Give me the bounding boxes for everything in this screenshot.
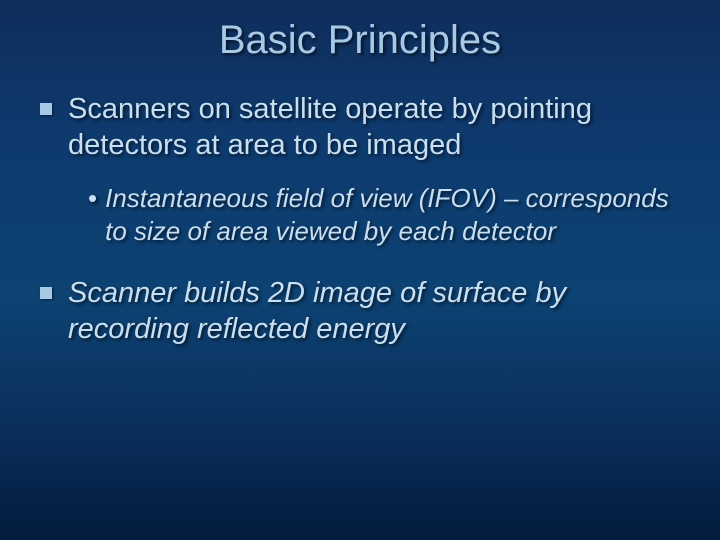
slide-container: Basic Principles Scanners on satellite o… [0, 0, 720, 540]
square-bullet-icon [40, 287, 52, 299]
bullet-text: Scanners on satellite operate by pointin… [68, 91, 680, 164]
square-bullet-icon [40, 103, 52, 115]
bullet-level2: • Instantaneous field of view (IFOV) – c… [88, 182, 680, 250]
slide-title: Basic Principles [40, 18, 680, 63]
sub-bullet-text: Instantaneous field of view (IFOV) – cor… [105, 182, 680, 250]
dot-bullet-icon: • [88, 184, 97, 213]
bullet-level1: Scanner builds 2D image of surface by re… [40, 275, 680, 348]
bullet-level1: Scanners on satellite operate by pointin… [40, 91, 680, 164]
bullet-text-italic: Scanner builds 2D image of surface by re… [68, 275, 680, 348]
